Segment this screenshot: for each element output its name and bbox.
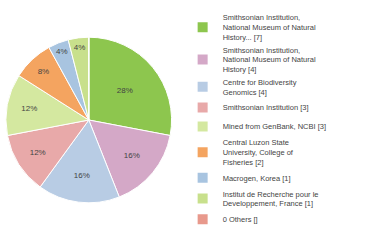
svg-text:12%: 12% bbox=[30, 148, 46, 157]
svg-text:Macrogen, Korea [1]: Macrogen, Korea [1] bbox=[223, 174, 291, 183]
svg-text:Mined from GenBank, NCBI [3]: Mined from GenBank, NCBI [3] bbox=[223, 122, 326, 131]
svg-text:0 Others []: 0 Others [] bbox=[223, 215, 258, 224]
svg-text:Central Luzon StateUniversity,: Central Luzon StateUniversity, College o… bbox=[223, 138, 294, 167]
svg-text:Smithsonian Institution,Nation: Smithsonian Institution,National Museum … bbox=[223, 13, 316, 42]
svg-text:12%: 12% bbox=[21, 104, 37, 113]
svg-text:4%: 4% bbox=[56, 47, 68, 56]
svg-text:4%: 4% bbox=[74, 43, 86, 52]
svg-text:Centre for BiodiversityGenomic: Centre for BiodiversityGenomics [4] bbox=[223, 78, 297, 97]
svg-text:16%: 16% bbox=[74, 171, 90, 180]
svg-text:Institut de Recherche pour leD: Institut de Recherche pour leDeveloppeme… bbox=[223, 190, 319, 209]
svg-text:8%: 8% bbox=[38, 67, 50, 76]
svg-text:Smithsonian Institution [3]: Smithsonian Institution [3] bbox=[223, 103, 309, 112]
svg-text:28%: 28% bbox=[117, 86, 133, 95]
svg-text:Smithsonian Institution,Nation: Smithsonian Institution,National Museum … bbox=[223, 46, 316, 75]
svg-text:16%: 16% bbox=[124, 151, 140, 160]
